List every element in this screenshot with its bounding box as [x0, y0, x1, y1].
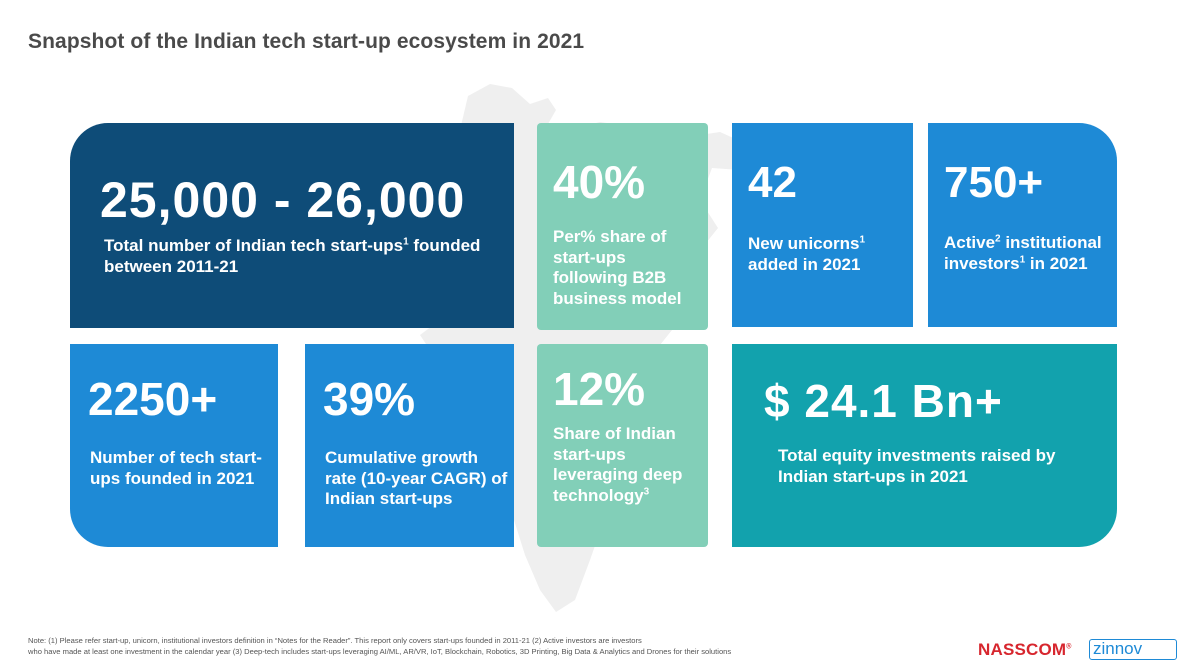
card-description: Per% share of start-ups following B2B bu…: [553, 227, 682, 308]
card-total-startups: 25,000 - 26,000 Total number of Indian t…: [70, 123, 514, 328]
card-deep-tech-share: 12% Share of Indian start-ups leveraging…: [537, 344, 708, 547]
footnote-line: who have made at least one investment in…: [28, 647, 732, 656]
card-description: Active2 institutional investors1 in 2021: [944, 233, 1102, 273]
card-value: 25,000 - 26,000: [100, 172, 466, 228]
card-description: New unicorns1 added in 2021: [748, 234, 866, 274]
page-title: Snapshot of the Indian tech start-up eco…: [28, 30, 585, 53]
card-active-investors: 750+ Active2 institutional investors1 in…: [928, 123, 1117, 327]
card-startups-2021: 2250+ Number of tech start-ups founded i…: [70, 344, 278, 547]
card-value: 40%: [553, 156, 646, 208]
card-description: Share of Indian start-ups leveraging dee…: [553, 424, 683, 505]
zinnov-logo: zinnov: [1089, 639, 1177, 660]
footnote: Note: (1) Please refer start-up, unicorn…: [28, 635, 828, 657]
nasscom-logo: NASSCOM®: [978, 640, 1072, 659]
card-growth-rate: 39% Cumulative growth rate (10-year CAGR…: [305, 344, 514, 547]
card-new-unicorns: 42 New unicorns1 added in 2021: [732, 123, 913, 327]
card-value: 42: [748, 158, 797, 207]
card-value: 12%: [553, 363, 646, 415]
card-description: Total number of Indian tech start-ups1 f…: [104, 236, 481, 276]
card-value: 39%: [323, 373, 416, 425]
card-b2b-share: 40% Per% share of start-ups following B2…: [537, 123, 708, 330]
card-value: $ 24.1 Bn+: [764, 375, 1003, 427]
footnote-line: Note: (1) Please refer start-up, unicorn…: [28, 636, 642, 645]
card-description: Total equity investments raised by India…: [778, 446, 1056, 486]
card-equity-investments: $ 24.1 Bn+ Total equity investments rais…: [732, 344, 1117, 547]
card-value: 2250+: [88, 373, 218, 425]
card-description: Cumulative growth rate (10-year CAGR) of…: [325, 448, 508, 508]
card-value: 750+: [944, 158, 1044, 207]
card-description: Number of tech start-ups founded in 2021: [90, 448, 262, 488]
